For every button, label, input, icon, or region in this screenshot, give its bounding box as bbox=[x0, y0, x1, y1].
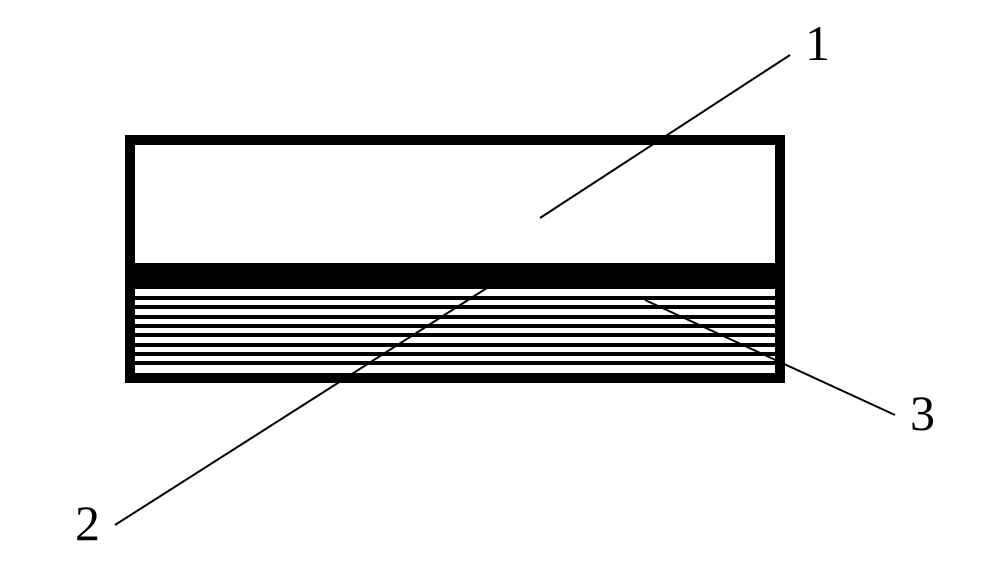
middle-band bbox=[135, 263, 775, 289]
label-1: 1 bbox=[805, 15, 830, 71]
outer-body bbox=[130, 140, 780, 378]
label-2: 2 bbox=[75, 495, 100, 551]
label-3: 3 bbox=[910, 385, 935, 441]
